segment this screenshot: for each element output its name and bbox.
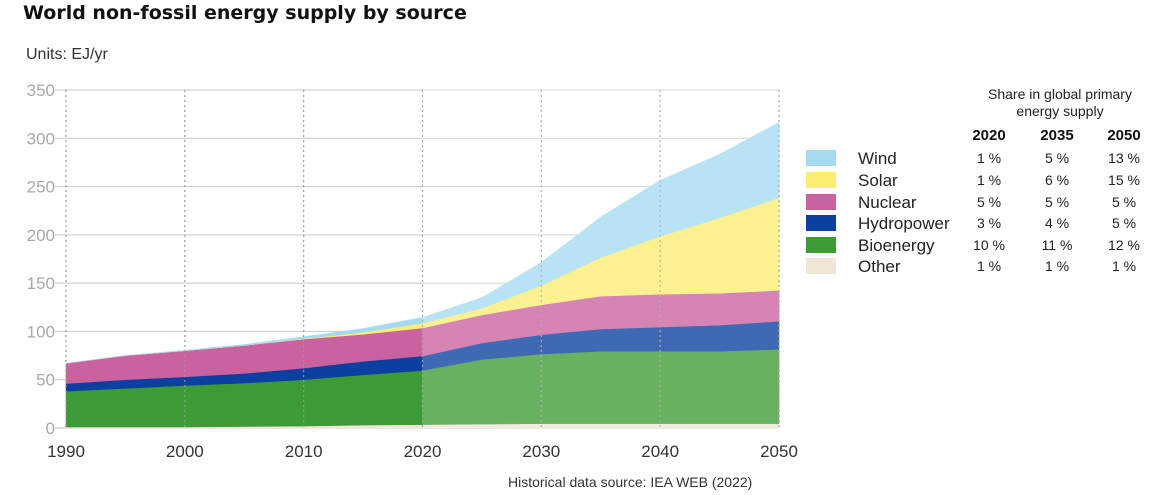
share-value: 10 % [973,237,1005,253]
legend-row: Nuclear 5 % 5 % 5 % [806,193,1156,214]
x-tick-label: 2050 [760,442,798,461]
share-value: 1 % [976,150,1002,166]
units-label: Units: EJ/yr [26,46,108,63]
legend-row: Hydropower 3 % 4 % 5 % [806,214,1156,235]
share-value: 1 % [976,172,1002,188]
y-tick-label: 300 [27,129,55,148]
legend-swatch [806,258,836,274]
legend-swatch [806,194,836,210]
share-value: 5 % [1044,194,1070,210]
share-year-2020: 2020 [972,127,1006,144]
share-value: 13 % [1108,150,1140,166]
share-value: 6 % [1044,172,1070,188]
share-value: 12 % [1108,237,1140,253]
x-tick-label: 2020 [404,442,442,461]
share-value: 5 % [1111,215,1137,231]
share-table-header: Share in global primary energy supply [988,86,1132,119]
legend-swatch [806,215,836,231]
legend-row: Other 1 % 1 % 1 % [806,257,1156,278]
y-tick-label: 0 [46,419,55,438]
y-tick-label: 250 [27,178,55,197]
x-axis-ticks: 1990 2000 2010 2020 2030 2040 2050 [47,442,798,461]
legend-swatch [806,150,836,166]
share-value: 5 % [1044,150,1070,166]
y-tick-label: 100 [27,322,55,341]
y-tick-label: 50 [36,371,55,390]
share-value: 1 % [1111,258,1137,274]
legend-row: Bioenergy 10 % 11 % 12 % [806,236,1156,257]
projection-shade [422,88,779,428]
x-tick-label: 2030 [522,442,560,461]
share-value: 1 % [1044,258,1070,274]
share-value: 5 % [976,194,1002,210]
legend-label: Nuclear [858,193,917,212]
share-year-2035: 2035 [1040,127,1074,144]
legend-label: Hydropower [858,214,950,233]
legend-label: Bioenergy [858,236,935,255]
source-note: Historical data source: IEA WEB (2022) [508,474,753,490]
legend-label: Solar [858,171,898,190]
share-value: 11 % [1041,237,1073,253]
legend-label: Wind [858,149,897,168]
share-value: 5 % [1111,194,1137,210]
x-tick-label: 2040 [641,442,679,461]
share-year-2050: 2050 [1107,127,1141,144]
chart-title: World non-fossil energy supply by source [23,2,467,24]
share-value: 15 % [1108,172,1140,188]
legend-label: Other [858,257,901,276]
x-tick-label: 2000 [166,442,204,461]
legend-row: Wind 1 % 5 % 13 % [806,149,1156,170]
share-value: 1 % [976,258,1002,274]
share-value: 4 % [1044,215,1070,231]
y-tick-label: 200 [27,226,55,245]
x-tick-label: 1990 [47,442,85,461]
legend-swatch [806,172,836,188]
legend-row: Solar 1 % 6 % 15 % [806,171,1156,192]
share-value: 3 % [976,215,1002,231]
y-tick-label: 350 [27,81,55,100]
y-tick-label: 150 [27,274,55,293]
legend-swatch [806,237,836,253]
y-axis-ticks: 0 50 100 150 200 250 300 350 [27,81,55,438]
vertical-gridlines [65,90,780,428]
x-tick-label: 2010 [285,442,323,461]
